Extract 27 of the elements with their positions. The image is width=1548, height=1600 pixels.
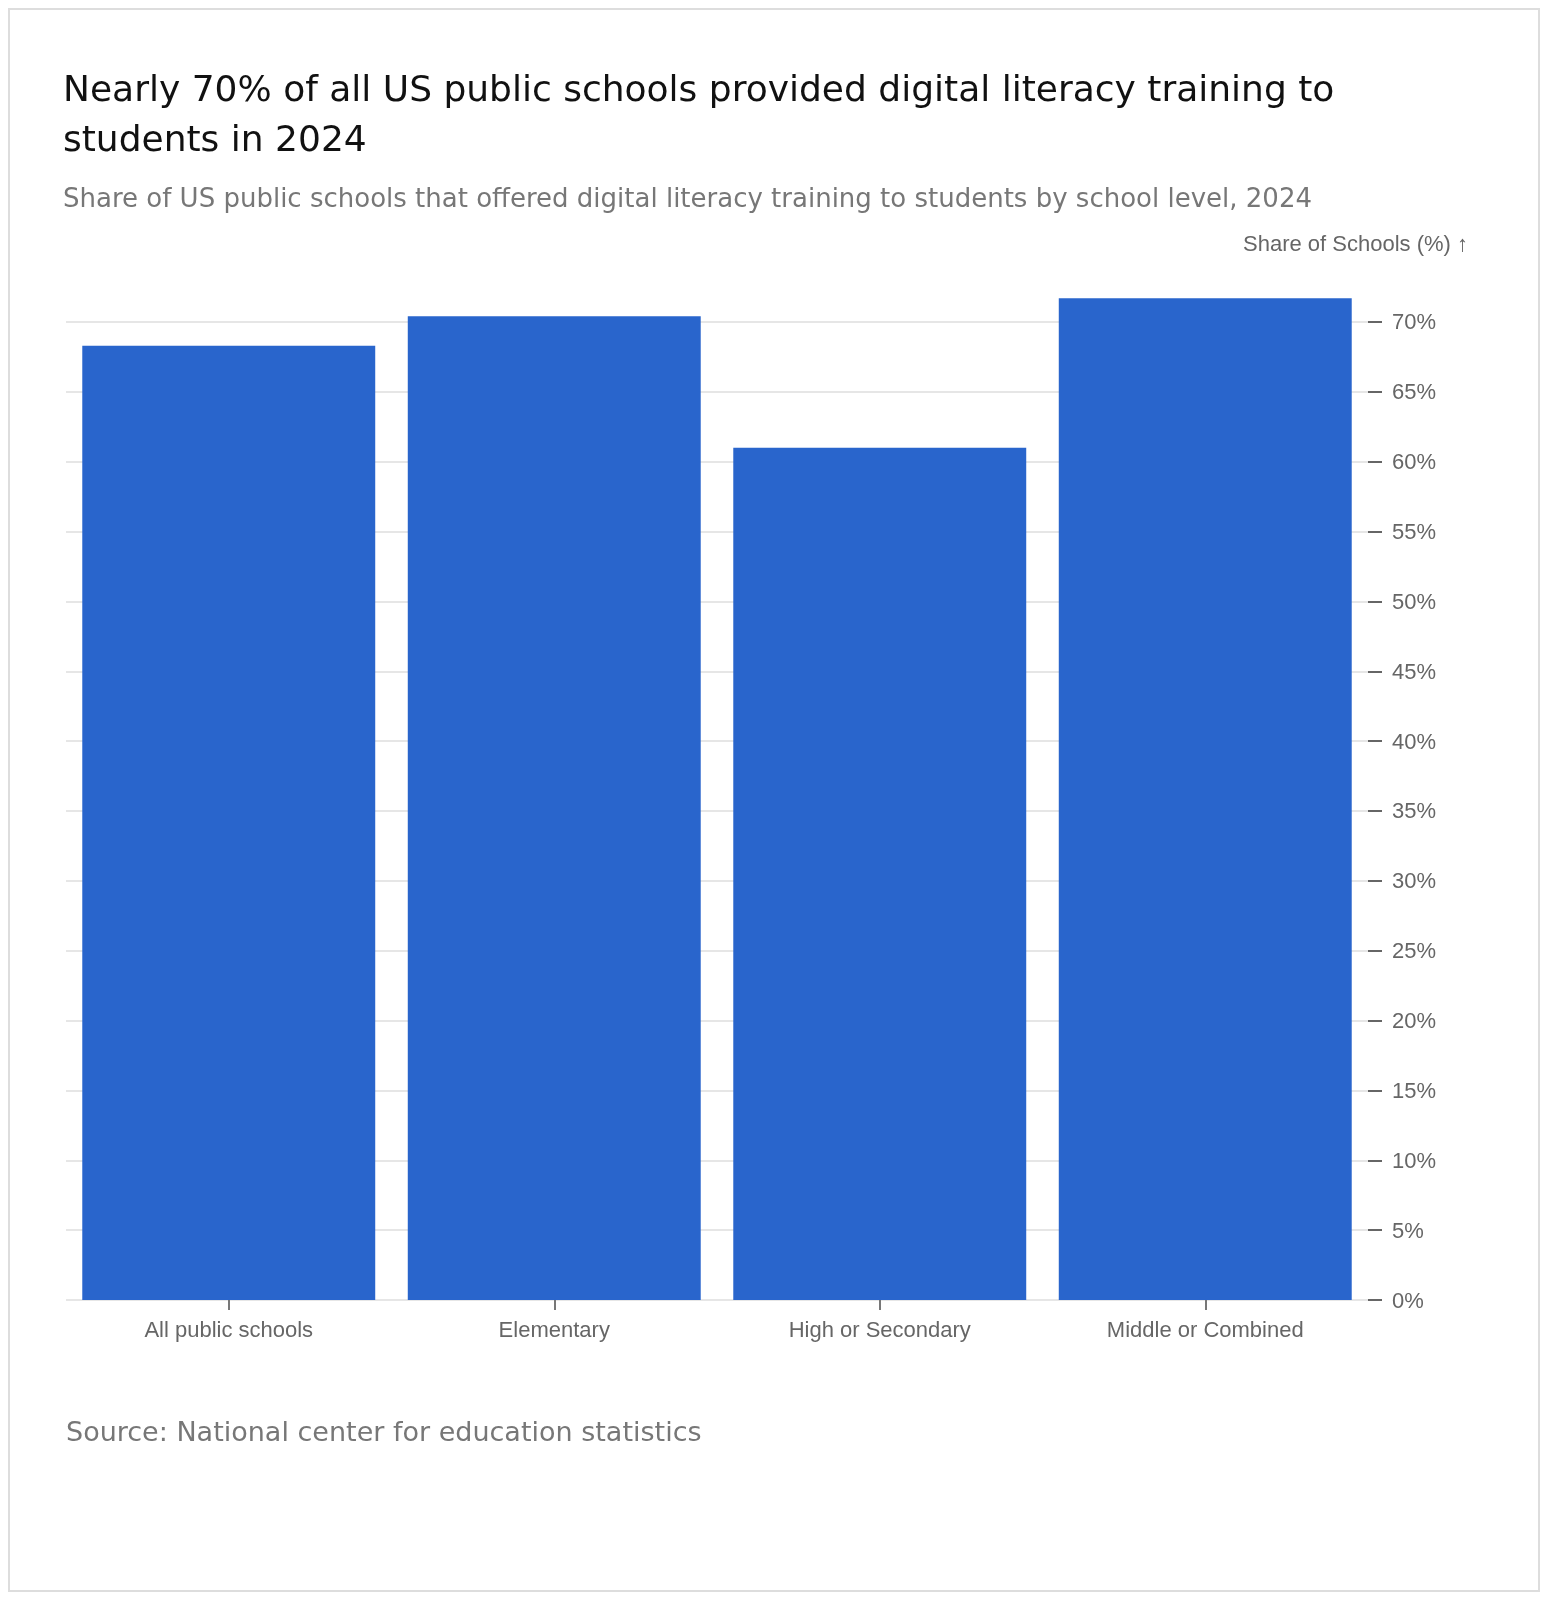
y-tick-label: 50% bbox=[1392, 588, 1437, 614]
x-tick-label: High or Secondary bbox=[788, 1316, 971, 1342]
x-tick-label: All public schools bbox=[144, 1316, 314, 1342]
y-tick-label: 5% bbox=[1392, 1217, 1424, 1243]
y-tick-label: 60% bbox=[1392, 449, 1437, 475]
x-tick-label: Elementary bbox=[498, 1316, 610, 1342]
y-tick-label: 65% bbox=[1392, 379, 1437, 405]
y-tick-label: 25% bbox=[1392, 938, 1437, 964]
chart-subtitle: Share of US public schools that offered digital literacy training to students by school level, 2024 bbox=[63, 183, 1312, 213]
bar bbox=[82, 345, 376, 1300]
source-note: Source: National center for education statistics bbox=[66, 1416, 702, 1447]
y-tick-label: 35% bbox=[1392, 798, 1437, 824]
y-tick-label: 55% bbox=[1392, 519, 1437, 545]
bar bbox=[407, 316, 701, 1300]
y-tick-label: 40% bbox=[1392, 728, 1437, 754]
y-tick-label: 0% bbox=[1392, 1287, 1424, 1313]
y-tick-label: 45% bbox=[1392, 658, 1437, 684]
x-tick-label: Middle or Combined bbox=[1106, 1316, 1304, 1342]
chart-title: Nearly 70% of all US public schools provided digital literacy training to students in 2024 bbox=[63, 67, 1346, 159]
y-tick-label: 15% bbox=[1392, 1077, 1437, 1103]
bar bbox=[1058, 298, 1352, 1300]
y-axis-title: Share of Schools (%) ↑ bbox=[1243, 230, 1468, 256]
y-tick-label: 10% bbox=[1392, 1147, 1437, 1173]
bar bbox=[733, 447, 1027, 1300]
y-tick-label: 30% bbox=[1392, 868, 1437, 894]
y-tick-label: 20% bbox=[1392, 1008, 1437, 1034]
y-tick-label: 70% bbox=[1392, 309, 1437, 335]
